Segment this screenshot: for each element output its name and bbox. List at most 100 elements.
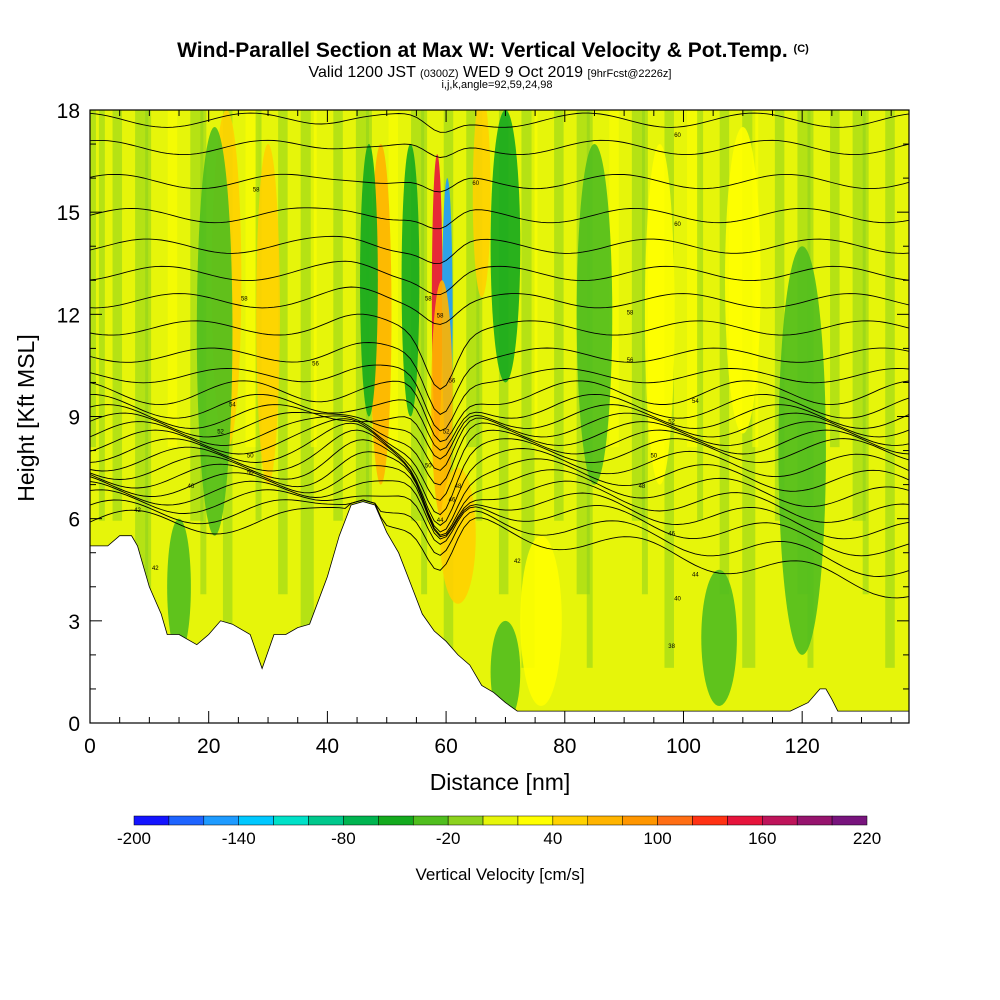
velocity-cell [576,144,613,485]
velocity-band [98,110,105,521]
isentrope-label: 46 [188,484,195,490]
colorbar: -200 -140 -80 -20 40 100 160 220 [117,815,881,848]
isentrope-label: 42 [152,566,159,572]
isentrope-label: 50 [247,470,254,476]
isentrope-label: 58 [627,310,634,316]
isentrope-label: 60 [472,181,479,187]
x-axis: 0 20 40 60 80 100 120 [84,110,892,758]
colorbar-swatch [343,815,379,826]
terrain [89,501,910,724]
isentrope-line [90,139,909,158]
isentrope-line [90,451,909,536]
isentrope-line [90,207,909,230]
colorbar-tick-label: 40 [543,829,562,848]
colorbar-swatch [308,815,344,826]
velocity-band [167,110,178,448]
terrain-profile [89,501,910,724]
isentrope-label: 40 [674,596,681,602]
isentrope-label: 52 [668,419,675,425]
isentrope-label: 58 [241,297,248,303]
velocity-band [145,110,152,668]
isentrope-label: 60 [674,222,681,228]
colorbar-swatch [412,815,449,826]
isentrope-line [90,499,909,599]
isentrope-line [90,404,909,460]
velocity-cell [256,144,280,485]
isentrope-label: 58 [437,314,444,320]
velocity-band [719,110,730,595]
isentrope-label: 52 [217,430,224,436]
colorbar-tick-label: -20 [436,829,461,848]
colorbar-tick-label: -200 [117,829,151,848]
isentrope-label: 60 [674,133,681,139]
colorbar-tick-label: 100 [643,829,671,848]
velocity-band [245,110,259,448]
colorbar-tick-label: -140 [222,829,256,848]
colorbar-swatch [762,815,798,826]
isentrope-line [90,260,909,296]
velocity-band [862,110,869,595]
colorbar-swatch [727,815,763,826]
isentrope-line [90,418,909,501]
velocity-cell [701,569,737,706]
colorbar-swatch [238,815,274,826]
velocity-band [333,110,343,521]
y-tick-label: 3 [68,611,80,634]
colorbar-swatch [482,815,519,826]
colorbar-swatch [796,815,833,826]
colorbar-swatch [133,815,170,826]
y-tick-label: 9 [68,407,80,430]
velocity-cell [196,127,233,536]
velocity-cell [644,144,675,485]
colorbar-swatch [657,815,693,826]
velocity-cell [167,518,191,655]
velocity-band [885,110,895,668]
velocity-band [687,110,701,448]
colorbar-swatch [378,815,414,826]
isentrope-line [90,235,909,265]
isentrope-line [90,286,909,325]
isentrope-line [90,411,909,471]
isentrope-label: 38 [668,644,675,650]
isentrope-label: 58 [253,188,260,194]
colorbar-swatch [831,815,868,826]
isentrope-label: 44 [437,518,444,524]
isentrope-line [90,173,909,193]
colorbar-tick-label: -80 [331,829,356,848]
isentrope-label: 42 [514,559,521,565]
isentrope-label: 58 [425,297,432,303]
x-tick-label: 60 [434,735,457,758]
y-tick-label: 18 [57,100,80,123]
velocity-band [388,110,399,448]
colorbar-tick-label: 220 [853,829,881,848]
isentrope-line [90,439,909,533]
x-tick-label: 20 [197,735,220,758]
isentrope-line [90,429,909,526]
velocity-band [554,110,564,521]
velocity-band [135,110,149,595]
isentrope-label: 48 [455,484,462,490]
velocity-band [641,110,648,595]
velocity-band [852,110,866,521]
velocity-band [112,110,123,521]
colorbar-swatch [517,815,554,826]
isentrope-line [90,489,909,557]
isentrope-label: 46 [449,498,456,504]
isentrope-label: 56 [312,361,319,367]
chart-subtitle: Valid 1200 JST (0300Z) WED 9 Oct 2019 [9… [309,64,672,81]
velocity-band [476,110,483,521]
isentrope-line [90,342,909,415]
velocity-band [90,110,96,448]
colorbar-swatch [447,815,484,826]
velocity-cell [520,535,562,706]
velocity-band [531,110,538,448]
y-tick-label: 0 [68,713,80,736]
colorbar-swatch [622,815,658,826]
velocity-band [278,110,288,595]
x-tick-label: 40 [316,735,339,758]
velocity-band [774,110,785,521]
velocity-band [609,110,619,448]
colorbar-tick-label: 160 [748,829,776,848]
chart-subtitle-indices: i,j,k,angle=92,59,24,98 [441,79,552,91]
